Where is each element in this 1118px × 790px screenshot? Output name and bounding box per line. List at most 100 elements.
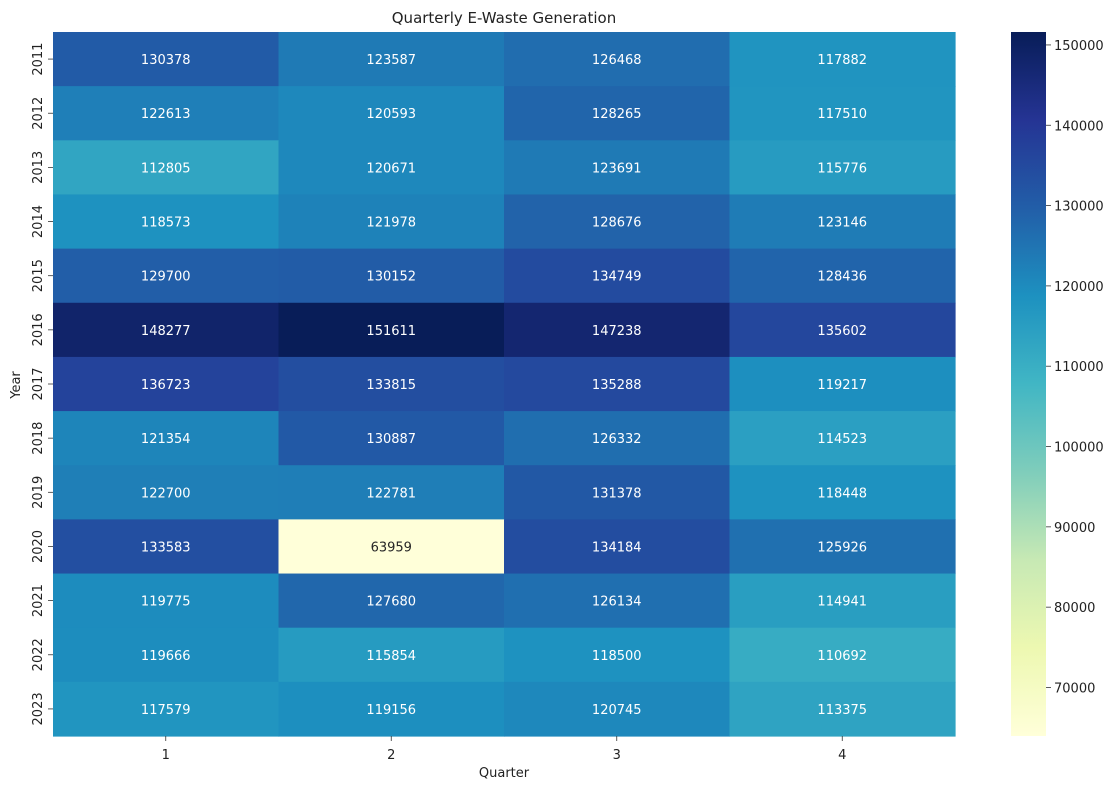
cell-value-label: 135288: [592, 378, 642, 393]
cell-value-label: 118573: [141, 216, 191, 231]
colorbar-tick-label: 120000: [1054, 280, 1104, 295]
cell-value-label: 117510: [817, 107, 867, 122]
cell-value-label: 128676: [592, 216, 642, 231]
cell-value-label: 115854: [366, 649, 416, 664]
cell-value-label: 127680: [366, 595, 416, 610]
x-axis-label: Quarter: [479, 766, 530, 781]
heatmap-cell: [504, 519, 731, 575]
heatmap-cell: [729, 32, 956, 87]
heatmap-cell: [53, 681, 280, 737]
heatmap-cell: [53, 140, 280, 196]
cell-value-label: 123691: [592, 161, 642, 176]
heatmap-cell: [729, 681, 956, 737]
heatmap-cell: [53, 248, 280, 304]
heatmap-cell: [504, 573, 731, 629]
cell-value-label: 125926: [817, 540, 867, 555]
heatmap-cell: [278, 248, 505, 304]
cell-value-label: 123587: [366, 53, 416, 68]
cell-value-label: 110692: [817, 649, 867, 664]
heatmap-cell: [278, 302, 505, 358]
cell-value-label: 131378: [592, 486, 642, 501]
cell-value-label: 148277: [141, 324, 191, 339]
heatmap-cell: [278, 627, 505, 683]
heatmap-cell: [53, 411, 280, 466]
heatmap-cell: [729, 573, 956, 629]
cell-value-label: 119666: [141, 649, 191, 664]
cell-value-label: 130152: [366, 270, 416, 285]
colorbar-tick-label: 80000: [1054, 601, 1095, 616]
cell-value-label: 121978: [366, 216, 416, 231]
cell-value-label: 151611: [366, 324, 416, 339]
cell-value-label: 119217: [817, 378, 867, 393]
heatmap-cell: [278, 140, 505, 196]
heatmap-cell: [504, 248, 731, 304]
colorbar-tick-label: 140000: [1054, 119, 1104, 134]
colorbar-tick-label: 90000: [1054, 521, 1095, 536]
cell-value-label: 112805: [141, 161, 191, 176]
y-tick-label: 2016: [31, 313, 46, 346]
y-tick-label: 2019: [31, 476, 46, 509]
y-tick-label: 2018: [31, 422, 46, 455]
heatmap-cells: 130378 123587 126468 117882 122613 120593 1282…: [53, 32, 956, 737]
heatmap-cell: [278, 86, 505, 141]
cell-value-label: 118448: [817, 486, 867, 501]
heatmap-cell: [504, 465, 731, 520]
heatmap-cell: [729, 411, 956, 466]
heatmap-cell: [504, 32, 731, 87]
heatmap-cell: [278, 573, 505, 629]
y-tick-label: 2023: [31, 692, 46, 725]
x-tick-label: 4: [838, 748, 846, 763]
heatmap-cell: [53, 573, 280, 629]
cell-value-label: 130378: [141, 53, 191, 68]
cell-value-label: 113375: [817, 703, 867, 718]
cell-value-label: 126468: [592, 53, 642, 68]
cell-value-label: 128265: [592, 107, 642, 122]
x-axis-ticks: 1 2 3 4: [162, 736, 846, 763]
y-tick-label: 2020: [31, 530, 46, 563]
y-tick-label: 2014: [31, 205, 46, 238]
colorbar-tick-label: 110000: [1054, 360, 1104, 375]
heatmap-cell: [729, 248, 956, 304]
heatmap-cell: [53, 302, 280, 358]
cell-value-label: 134184: [592, 540, 642, 555]
heatmap-cell: [278, 519, 505, 575]
heatmap-cell: [729, 519, 956, 575]
cell-value-label: 115776: [817, 161, 867, 176]
heatmap-cell: [278, 194, 505, 250]
cell-value-label: 121354: [141, 432, 191, 447]
heatmap-cell: [504, 356, 731, 412]
heatmap-cell: [729, 465, 956, 520]
cell-value-label: 130887: [366, 432, 416, 447]
colorbar: [1011, 32, 1046, 736]
heatmap-cell: [278, 681, 505, 737]
colorbar-tick-label: 150000: [1054, 39, 1104, 54]
cell-value-label: 122613: [141, 107, 191, 122]
cell-value-label: 133583: [141, 540, 191, 555]
heatmap-cell: [504, 681, 731, 737]
heatmap-cell: [53, 86, 280, 141]
colorbar-tick-label: 100000: [1054, 441, 1104, 456]
x-tick-label: 3: [613, 748, 621, 763]
cell-value-label: 119156: [366, 703, 416, 718]
cell-value-label: 120593: [366, 107, 416, 122]
cell-value-label: 123146: [817, 216, 867, 231]
heatmap-cell: [729, 194, 956, 250]
cell-value-label: 120671: [366, 161, 416, 176]
cell-value-label: 119775: [141, 595, 191, 610]
chart-title: Quarterly E-Waste Generation: [392, 9, 616, 27]
y-tick-label: 2021: [31, 584, 46, 617]
cell-value-label: 117882: [817, 53, 867, 68]
heatmap-cell: [53, 32, 280, 87]
cell-value-label: 122700: [141, 486, 191, 501]
cell-value-label: 117579: [141, 703, 191, 718]
cell-value-label: 147238: [592, 324, 642, 339]
colorbar-ticks: 70000 80000 90000 100000 110000 120000 130000 1…: [1046, 39, 1104, 696]
heatmap-cell: [504, 411, 731, 466]
heatmap-cell: [278, 32, 505, 87]
cell-value-label: 126134: [592, 595, 642, 610]
x-tick-label: 1: [162, 748, 170, 763]
cell-value-label: 128436: [817, 270, 867, 285]
x-tick-label: 2: [387, 748, 395, 763]
cell-value-label: 114523: [817, 432, 867, 447]
